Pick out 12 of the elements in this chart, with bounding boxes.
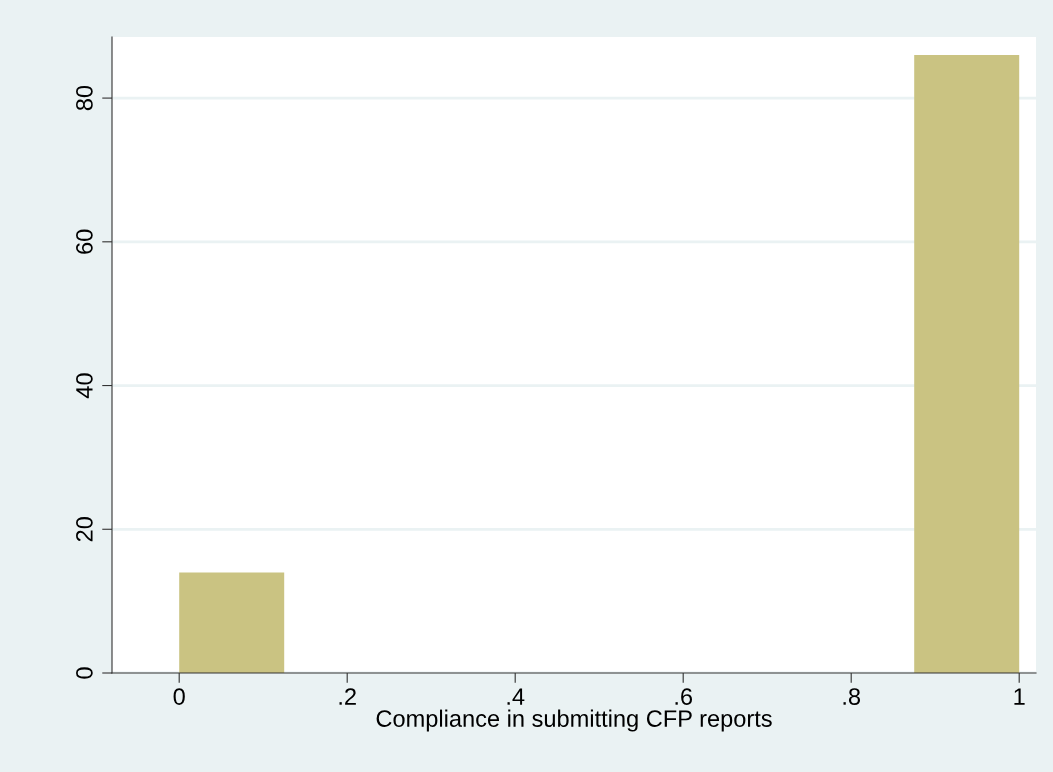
y-tick-label: 80 [76,85,93,111]
x-tick-label: .8 [843,688,861,705]
x-tick-label: 1 [1014,688,1025,705]
x-tick-label: .4 [507,688,525,705]
y-tick-label: 60 [76,229,93,254]
y-tick-label: 40 [76,373,93,399]
y-tick-label: 20 [76,517,93,542]
y-tick-label: 0 [76,667,93,679]
x-tick-label: .2 [339,688,356,705]
x-tick-label: .6 [675,688,693,705]
x-axis-title: Compliance in submitting CFP reports [376,709,772,732]
x-tick-label: 0 [173,688,185,705]
